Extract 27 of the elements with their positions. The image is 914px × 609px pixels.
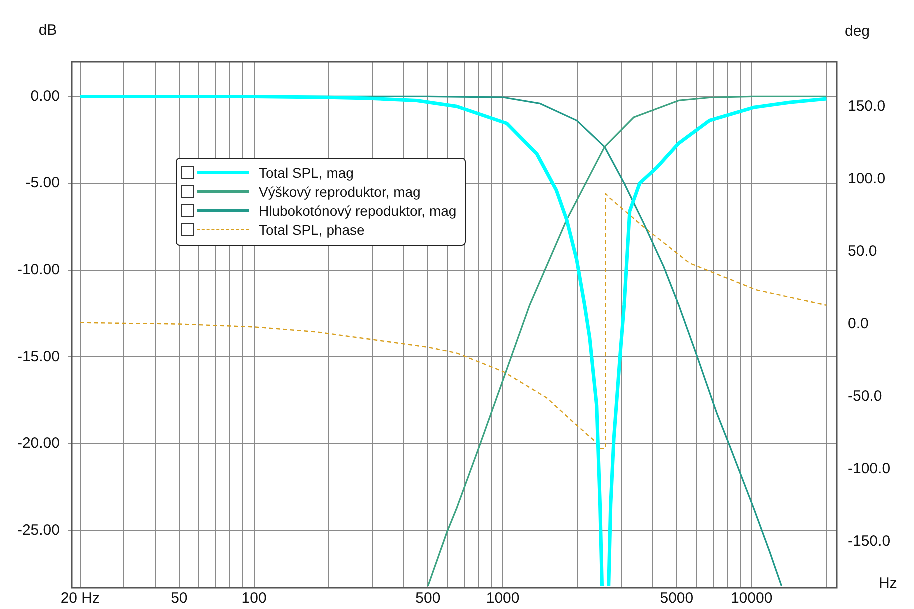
y2-tick-label: -100.0 (848, 460, 891, 478)
y-tick-label: -15.00 (17, 348, 60, 366)
legend-label: Total SPL, mag (259, 164, 354, 180)
x-tick-label: 50 (171, 590, 188, 608)
y-tick-label: 0.00 (30, 88, 60, 105)
legend-label: Total SPL, phase (259, 222, 365, 238)
y2-tick-label: 150.0 (848, 98, 886, 116)
legend-label: Výškový reproduktor, mag (259, 184, 421, 200)
y-tick-label: -25.00 (17, 522, 60, 539)
y2-tick-label: 50.0 (848, 242, 878, 260)
x-tick-label: 5000 (660, 590, 694, 608)
x-tick-label: 1000 (486, 590, 520, 608)
x-tick-label: 10000 (730, 590, 773, 608)
x-axis-title: Hz (879, 575, 898, 592)
y2-axis-title: deg (845, 23, 870, 40)
y-tick-label: -20.00 (17, 435, 60, 452)
x-tick-label: 20 Hz (60, 590, 100, 608)
legend-label: Hlubokotónový repoduktor, mag (259, 202, 457, 218)
y2-tick-label: 100.0 (848, 170, 886, 188)
y2-tick-label: 0.0 (848, 315, 869, 332)
y2-tick-label: -150.0 (848, 532, 891, 550)
y-tick-label: -5.00 (26, 174, 60, 192)
x-tick-label: 100 (242, 590, 267, 608)
x-tick-label: 500 (416, 590, 441, 608)
y-axis-title: dB (38, 22, 58, 40)
y-tick-label: -10.00 (17, 261, 60, 278)
y2-tick-label: -50.0 (848, 388, 882, 405)
